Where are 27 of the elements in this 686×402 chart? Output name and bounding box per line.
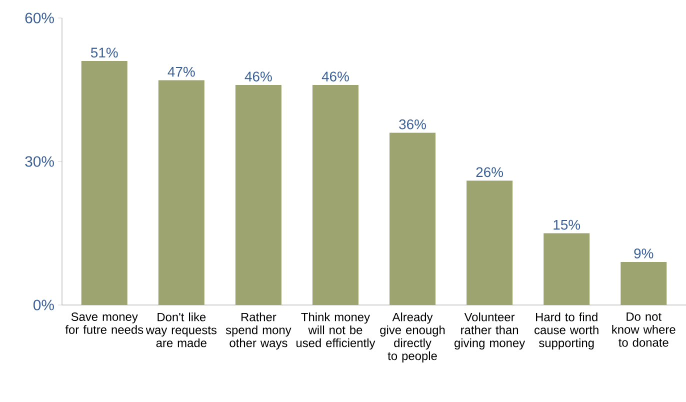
bar [81, 61, 128, 305]
data-label: 51% [90, 48, 118, 58]
y-tick-label: 0% [33, 300, 54, 310]
x-tick-label: Don't like way requests are made [146, 312, 217, 348]
x-tick-label: Do not know where to donate [612, 312, 676, 347]
bar [620, 262, 667, 305]
bar [235, 84, 282, 305]
bar [390, 132, 436, 305]
data-label: 15% [554, 220, 580, 230]
data-label: 47% [168, 66, 195, 77]
bar [312, 84, 358, 305]
data-label: 46% [322, 72, 349, 82]
x-tick-label: Think money will not be used efficiently [296, 312, 376, 350]
x-tick-label: Hard to find cause worth supporting [534, 312, 598, 350]
y-tick-label: 60% [25, 12, 54, 24]
x-tick-label: Volunteer rather than giving money [454, 312, 526, 350]
bar [466, 180, 513, 305]
x-tick-label: Save money for futre needs [65, 312, 144, 334]
bar [544, 233, 590, 305]
x-tick-label: Rather spend mony other ways [226, 312, 292, 350]
data-label: 46% [244, 72, 272, 82]
data-label: 36% [399, 119, 426, 130]
y-tick-label: 30% [25, 156, 54, 167]
data-label: 26% [476, 167, 504, 178]
data-label: 9% [634, 248, 654, 258]
x-tick-label: Already give enough directly to people [380, 312, 445, 363]
bar [158, 80, 204, 305]
